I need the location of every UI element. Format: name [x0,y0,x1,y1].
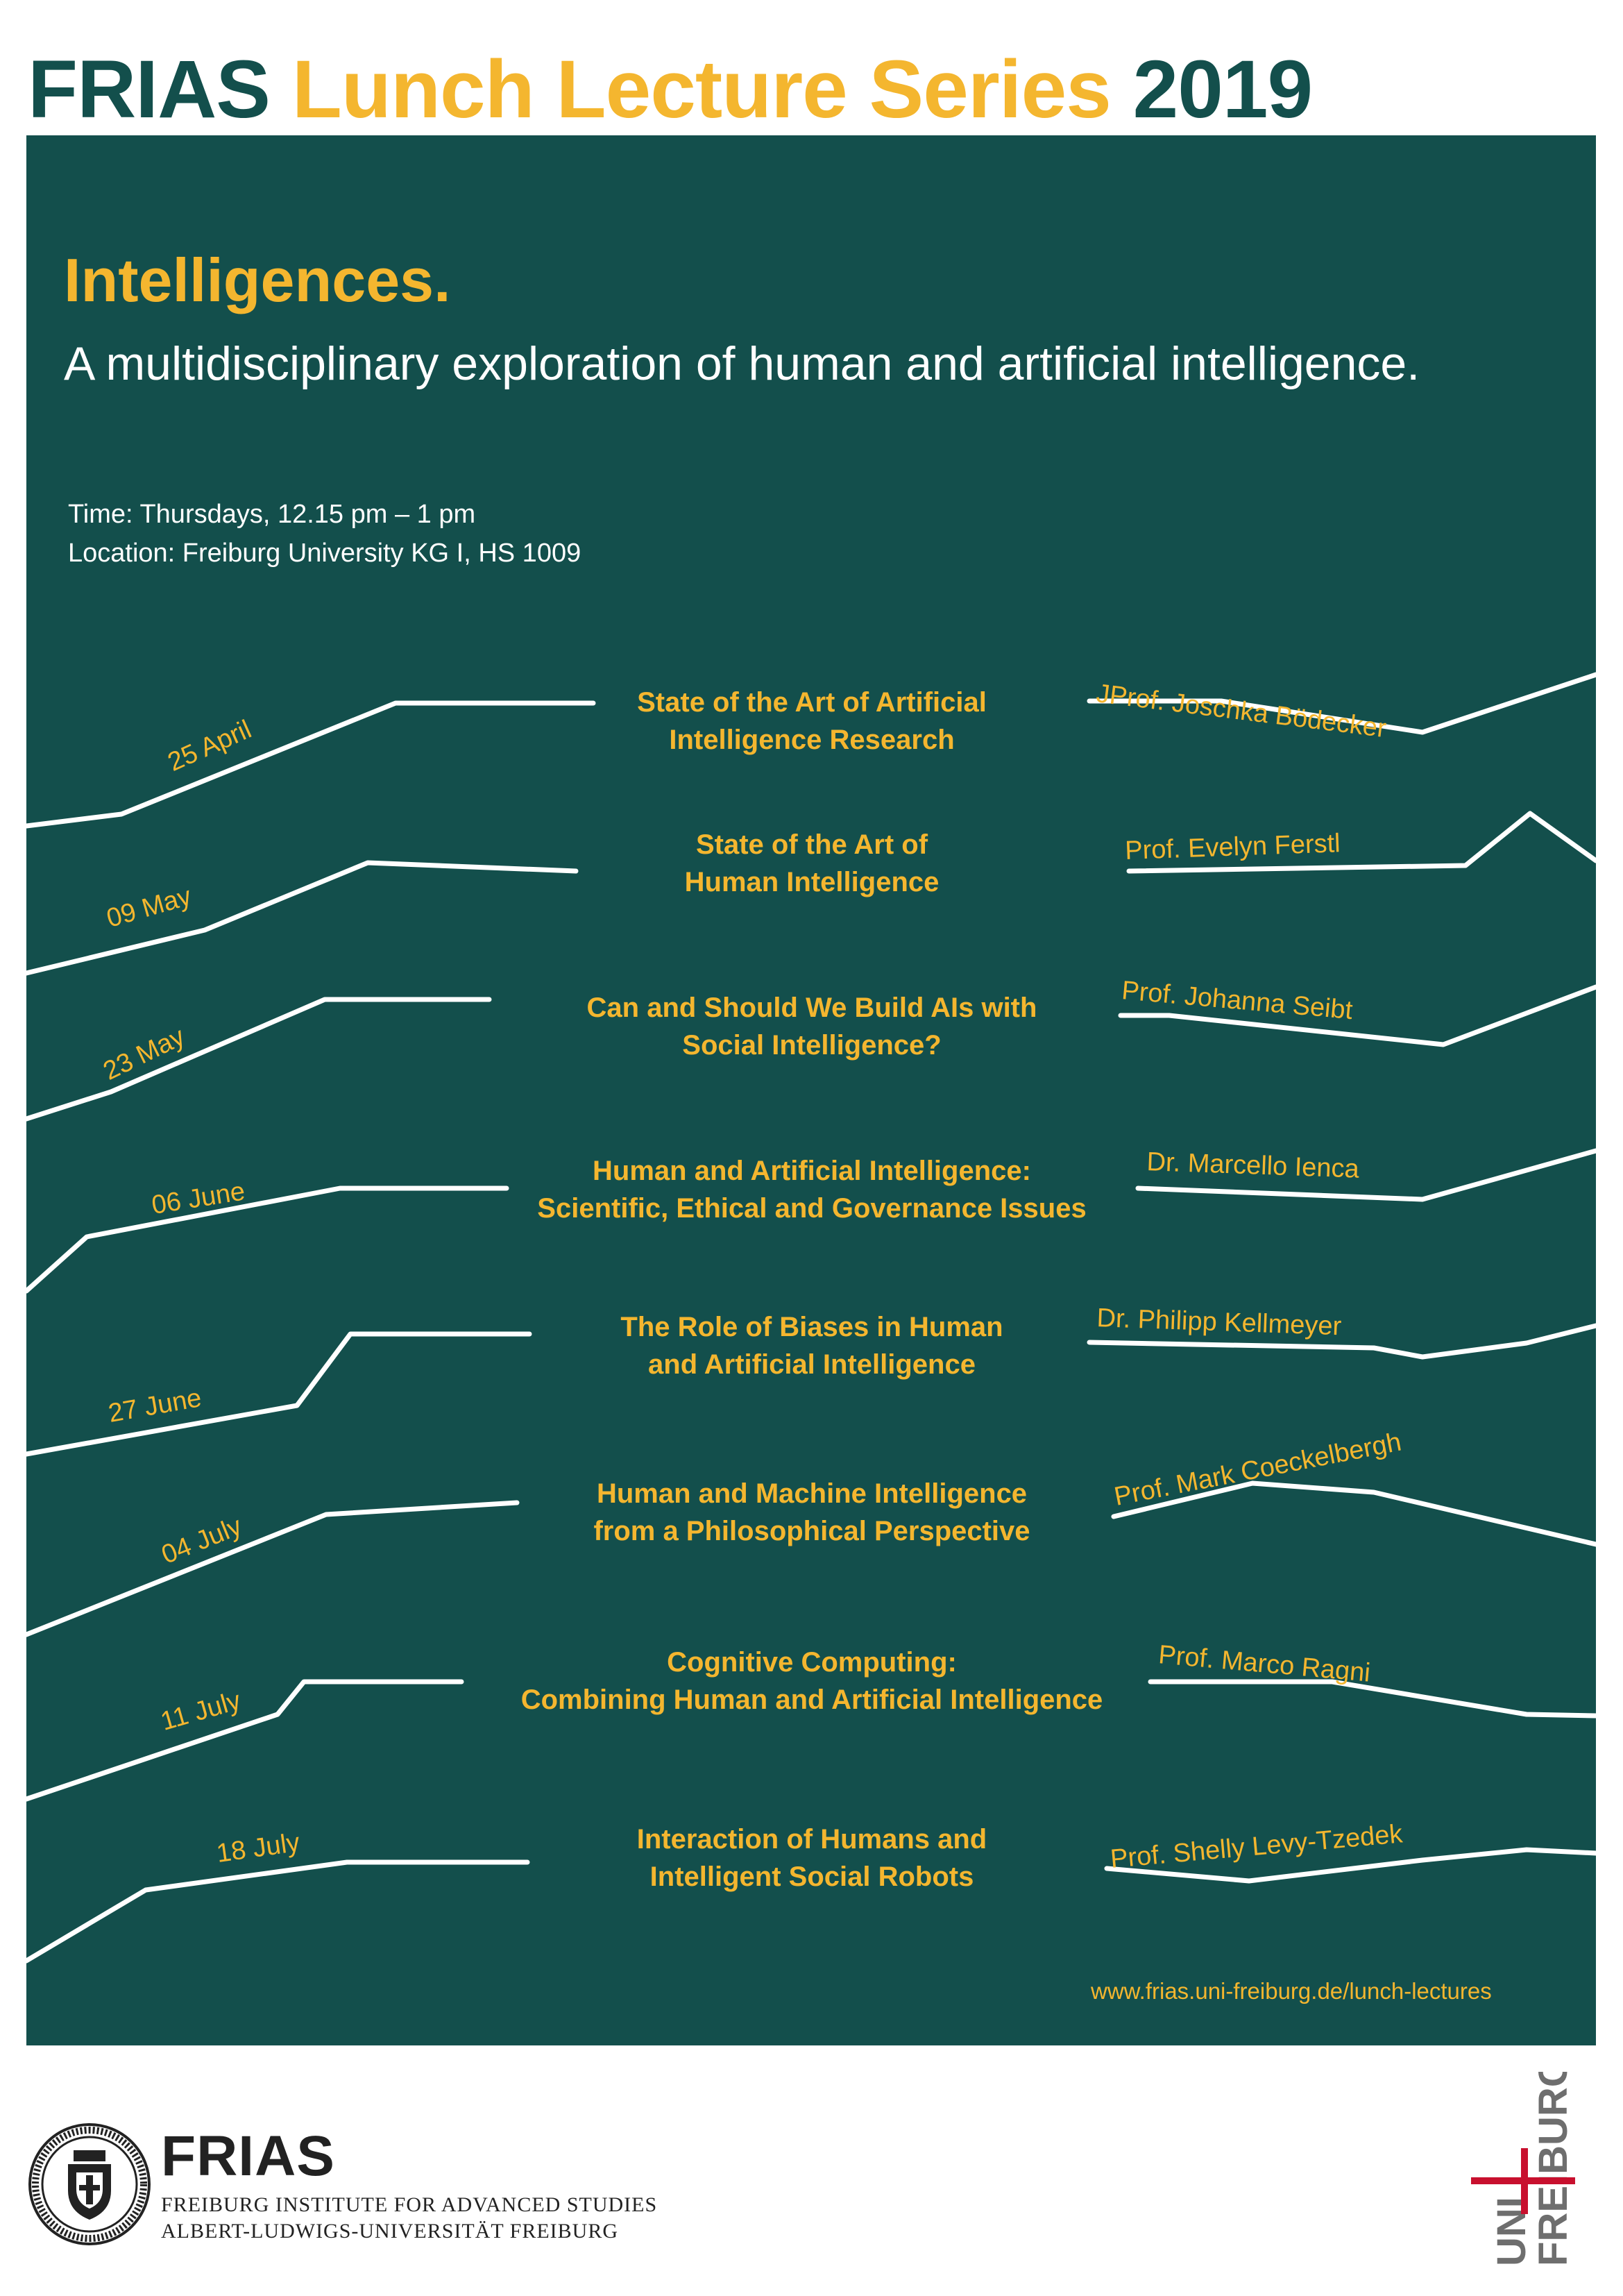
left-line-5 [24,1331,532,1457]
lecture-title: Interaction of Humans and Intelligent So… [636,1824,987,1892]
right-line-1 [1087,672,1599,735]
series-title: Intelligences. [64,246,451,314]
lecture-title: Cognitive Computing: Combining Human and… [520,1647,1103,1715]
website-link[interactable]: www.frias.uni-freiburg.de/lunch-lectures [1091,1978,1492,2004]
lecture-speaker: Dr. Marcello Ienca [1146,1147,1360,1184]
right-line-3 [1118,984,1599,1047]
lecture-title: State of the Art of Artificial Intellige… [637,687,987,755]
location-info: Location: Freiburg University KG I, HS 1… [68,539,581,568]
right-line-5 [1087,1323,1599,1360]
institute-name: FREIBURG INSTITUTE FOR ADVANCED STUDIES [161,2193,658,2216]
series-subtitle: A multidisciplinary exploration of human… [64,337,1420,390]
uni-logo-red-stem [1521,2148,1528,2214]
lecture-title: Human and Machine Intelligence from a Ph… [593,1478,1030,1546]
poster-header: FRIAS Lunch Lecture Series 2019 [28,49,1313,130]
left-line-3 [24,997,492,1122]
lecture-title: The Role of Biases in Human and Artifici… [620,1312,1003,1380]
lecture-title: Human and Artificial Intelligence: Scien… [537,1156,1087,1224]
university-name: ALBERT-LUDWIGS-UNIVERSITÄT FREIBURG [161,2220,619,2243]
right-line-8 [1104,1847,1599,1884]
left-line-1 [24,700,596,829]
left-line-8 [24,1859,530,1964]
main-panel [26,135,1596,2045]
lecture-speaker: Prof. Evelyn Ferstl [1124,829,1341,866]
left-line-2 [24,860,579,976]
right-line-6 [1111,1480,1599,1547]
header-year: 2019 [1132,44,1314,135]
header-series: Lunch Lecture Series [291,44,1112,135]
right-line-7 [1148,1679,1599,1719]
time-info: Time: Thursdays, 12.15 pm – 1 pm [68,500,476,529]
frias-logo-name: FRIAS [161,2125,335,2188]
left-line-7 [24,1679,464,1802]
university-seal-icon [28,2123,151,2245]
right-line-2 [1126,811,1599,874]
uni-freiburg-logo: UNI FREIBURG [1471,2072,1575,2266]
left-line-6 [24,1500,520,1637]
uni-logo-freiburg: FREIBURG [1531,2072,1575,2266]
left-line-4 [24,1185,509,1294]
lecture-title: State of the Art of Human Intelligence [684,829,940,897]
right-line-4 [1135,1148,1599,1202]
lecture-title: Can and Should We Build AIs with Social … [586,993,1037,1061]
header-frias: FRIAS [28,44,271,135]
